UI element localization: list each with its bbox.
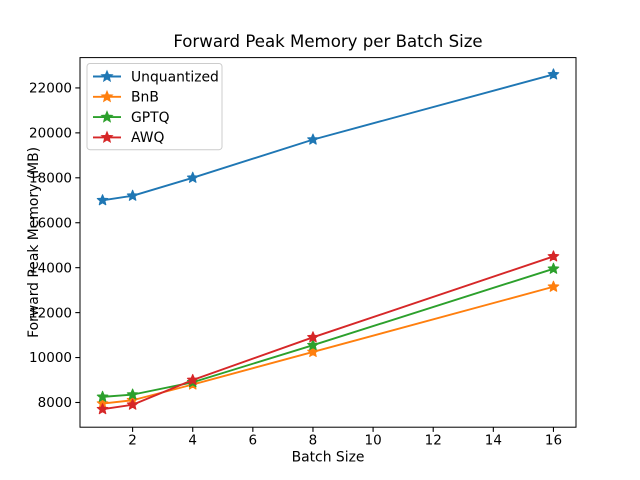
legend-item-unquantized: Unquantized <box>93 69 219 85</box>
x-tick-label: 8 <box>309 433 318 449</box>
legend-marker-star-icon <box>100 130 114 143</box>
legend-item-awq: AWQ <box>93 130 164 146</box>
chart-title: Forward Peak Memory per Batch Size <box>173 32 482 51</box>
data-point-marker-awq <box>96 403 109 415</box>
data-point-marker-awq <box>186 373 199 386</box>
y-tick-label: 10000 <box>29 350 72 366</box>
legend-marker-star-icon <box>100 89 114 103</box>
data-point-marker-unquantized <box>547 68 560 80</box>
y-tick-label: 14000 <box>29 260 72 276</box>
data-point-marker-unquantized <box>96 194 109 206</box>
y-axis-label: Forward Peak Memory (MB) <box>26 147 42 338</box>
axes-border <box>79 57 577 428</box>
data-point-marker-awq <box>307 331 319 343</box>
x-tick-label: 4 <box>188 433 197 449</box>
legend-label: GPTQ <box>131 110 170 126</box>
x-tick-label: 12 <box>425 433 442 449</box>
legend-label: BnB <box>131 90 159 106</box>
x-tick-label: 6 <box>249 433 258 449</box>
y-tick-label: 8000 <box>38 395 72 411</box>
data-point-marker-bnb <box>307 345 319 357</box>
data-point-marker-unquantized <box>186 171 199 183</box>
y-tick-label: 12000 <box>29 305 72 321</box>
legend-label: AWQ <box>131 130 164 146</box>
x-tick-label: 2 <box>128 433 137 449</box>
data-point-marker-bnb <box>547 280 560 292</box>
x-axis-label: Batch Size <box>292 450 365 466</box>
x-tick-label: 16 <box>545 433 562 449</box>
legend-box <box>86 63 223 151</box>
data-point-marker-gptq <box>307 339 319 351</box>
y-tick-label: 22000 <box>29 81 72 97</box>
data-point-marker-gptq <box>126 388 139 400</box>
x-tick-label: 14 <box>485 433 502 449</box>
legend-marker-star-icon <box>100 110 114 123</box>
legend-item-gptq: GPTQ <box>93 110 170 126</box>
legend-item-bnb: BnB <box>93 90 159 106</box>
legend: Unquantized BnB GPTQ AWQ <box>86 63 223 151</box>
data-point-marker-gptq <box>96 390 109 402</box>
y-tick-label: 20000 <box>29 126 72 142</box>
data-point-marker-awq <box>547 250 560 262</box>
y-tick-label: 16000 <box>29 215 72 231</box>
y-tick-label: 18000 <box>29 171 72 187</box>
data-point-marker-gptq <box>547 262 560 274</box>
legend-label: Unquantized <box>131 69 219 85</box>
data-point-marker-unquantized <box>126 189 139 201</box>
x-tick-label: 10 <box>364 433 381 449</box>
legend-marker-star-icon <box>100 69 114 83</box>
data-point-marker-unquantized <box>307 133 319 145</box>
data-point-marker-awq <box>126 398 139 410</box>
